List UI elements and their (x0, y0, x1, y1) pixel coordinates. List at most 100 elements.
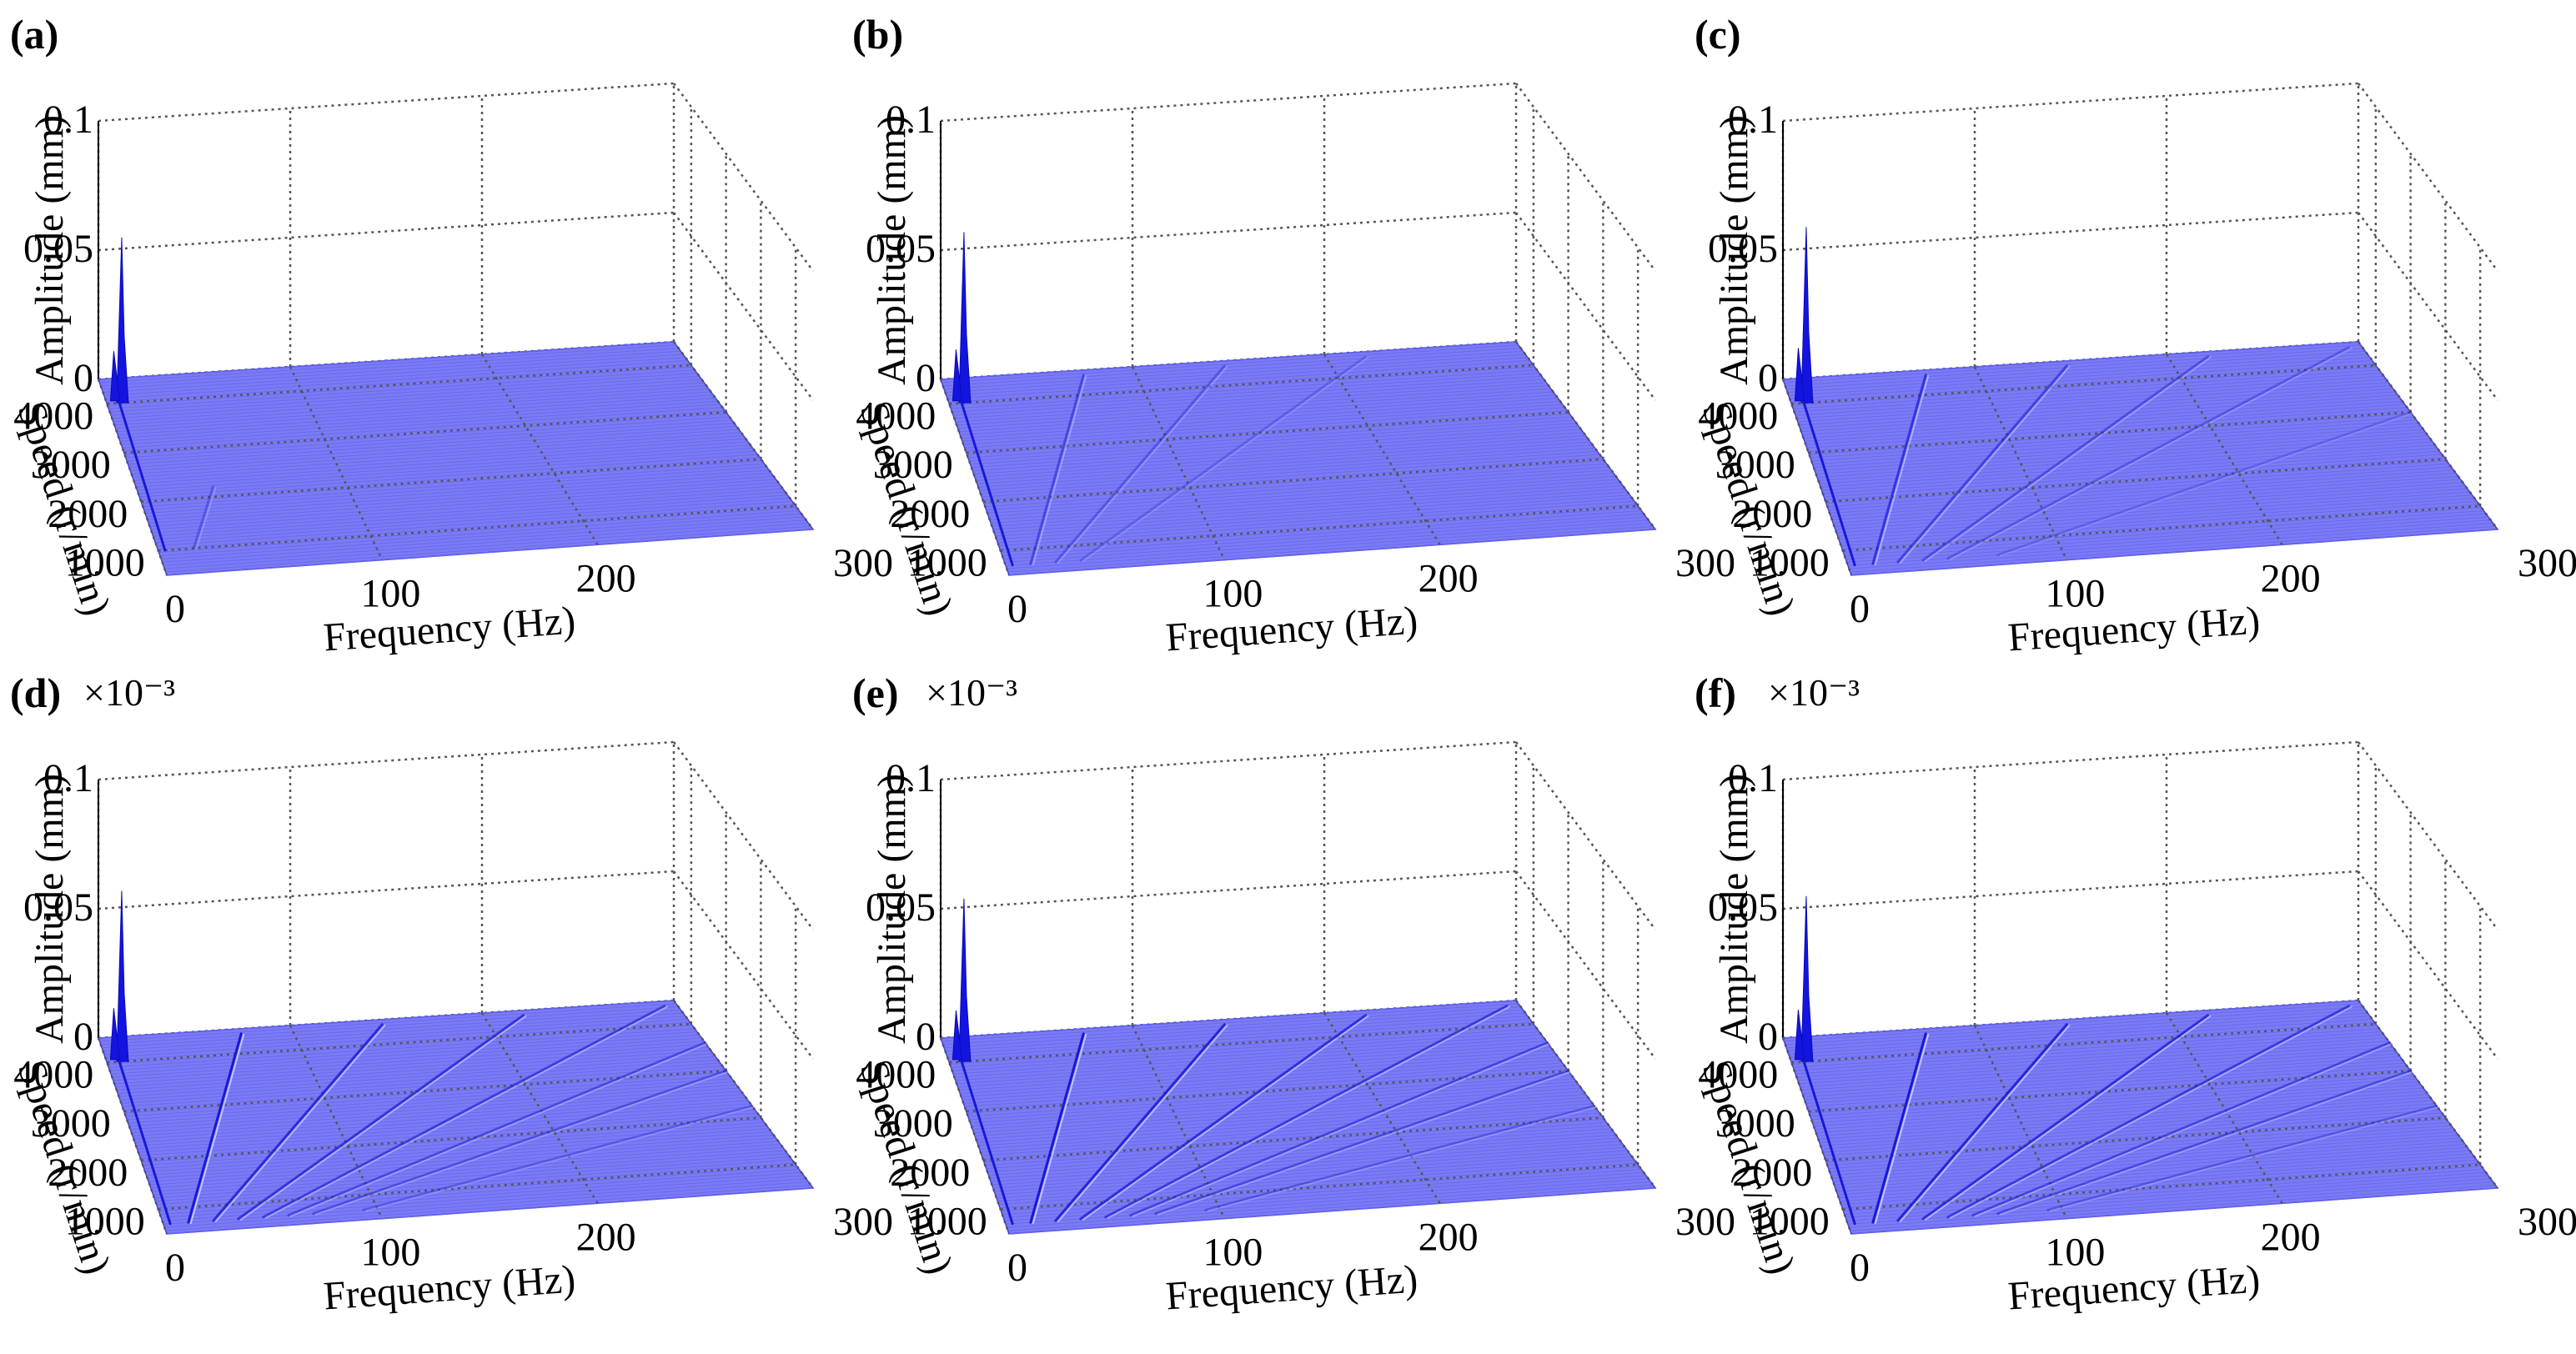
order-ridge-highlight-6 (314, 1071, 730, 1216)
right-wall-grid-z-1 (2357, 212, 2499, 401)
order-ridge-3 (237, 1014, 525, 1221)
surface-mesh-line (165, 525, 811, 573)
surface-mesh-line (1850, 1187, 2498, 1235)
surface-mesh-line (949, 366, 1535, 406)
surface-mesh-line (960, 394, 1556, 436)
x-tick-label: 0 (1850, 587, 1870, 631)
surface-mesh-line (1790, 1019, 2373, 1058)
surface-mesh-line (946, 1016, 1528, 1056)
surface-mesh-line (1847, 519, 2491, 566)
surface-mesh-line (123, 410, 726, 452)
surface-mesh-line (119, 1059, 718, 1101)
floor-grid-x-3 (1514, 1000, 1657, 1189)
order-ridge-highlight-6 (1999, 1071, 2414, 1216)
y-tick-label: 2000 (890, 1151, 970, 1195)
surface-mesh-line (138, 450, 756, 494)
x-tick-label: 300 (1675, 541, 1735, 585)
y-tick-label: 2000 (48, 1151, 128, 1195)
surface-mesh-line (1809, 1071, 2413, 1114)
y-tick-label: 3000 (31, 443, 111, 487)
surface-mesh-line (1005, 1178, 1649, 1225)
y-tick-label: 4000 (1698, 1052, 1778, 1096)
surface-mesh-line (114, 385, 706, 426)
surface-mesh-line (1799, 385, 2391, 426)
exponent-label: ×10⁻³ (1768, 671, 1860, 714)
low-frequency-edge-ridge (118, 401, 167, 552)
surface-mesh-line (1797, 1041, 2389, 1081)
surface-mesh-line (992, 1144, 1624, 1189)
surface-mesh-line (1834, 482, 2463, 527)
surface-mesh-line (945, 354, 1526, 394)
z-tick-label: 0.1 (1728, 98, 1778, 142)
surface-mesh-line (102, 350, 681, 390)
surface-mesh-line (995, 1150, 1628, 1196)
surface-mesh-line (1001, 507, 1640, 554)
surface-mesh-line (1829, 1128, 2454, 1173)
surface-mesh-line (161, 513, 802, 559)
x-tick-label: 100 (360, 1231, 420, 1275)
back-wall-grid-z-1 (98, 211, 675, 252)
order-ridge-highlight-1 (1032, 1033, 1087, 1225)
surface-mesh-line (1812, 1081, 2419, 1124)
surface-mesh-line (166, 1187, 814, 1235)
z-axis-title: Amplitude (mm) (1712, 774, 1756, 1044)
y-tick-label: 1000 (65, 1200, 145, 1244)
surface-mesh-line (158, 507, 797, 554)
y-tick-label: 2000 (1732, 1151, 1812, 1195)
surface-mesh-line (987, 469, 1612, 514)
order-ridge-highlight-2 (1057, 365, 1228, 564)
surface-mesh-line (1813, 1084, 2422, 1127)
order-ridge-2 (1054, 364, 1226, 564)
surface-mesh-line (165, 1184, 811, 1231)
low-frequency-edge-ridge (118, 1060, 172, 1226)
surface-mesh-line (1847, 1178, 2491, 1225)
y-tick-label: 3000 (1715, 443, 1795, 487)
z-tick-label: 0 (73, 356, 93, 400)
y-tick-label: 1000 (1750, 541, 1830, 585)
surface-mesh-line (971, 1084, 1579, 1127)
surface-mesh-line (155, 498, 791, 544)
surface-mesh-line (1825, 1116, 2445, 1160)
surface-mesh-line (121, 1062, 721, 1104)
surface-mesh-line (163, 1178, 806, 1225)
order-ridge-3 (1921, 1014, 2210, 1221)
order-ridge-2 (1054, 1023, 1226, 1222)
surface-mesh-line (108, 369, 695, 409)
surface-mesh-line (1850, 529, 2498, 576)
surface-mesh-line (143, 466, 767, 511)
surface-mesh-line (1844, 510, 2484, 556)
surface-mesh-line (1830, 1131, 2456, 1176)
z-tick-label: 0.1 (1728, 756, 1778, 800)
panel-label: (b) (852, 11, 903, 58)
z-tick-label: 0.1 (886, 98, 936, 142)
order-ridge-8 (2046, 1105, 2438, 1211)
surface-mesh-line (1001, 1166, 1640, 1212)
surface-mesh-line (156, 500, 792, 547)
surface-mesh-line (1794, 373, 2382, 413)
low-frequency-edge-ridge (1802, 401, 1856, 567)
z-axis-title: Amplitude (mm) (28, 115, 72, 385)
surface-mesh-line (144, 469, 770, 514)
back-wall-grid-z-2 (98, 82, 675, 123)
floor-grid-x-3 (672, 341, 815, 530)
surface-mesh-line (1820, 444, 2435, 488)
surface-mesh-line (143, 463, 765, 508)
surface-mesh-line (989, 475, 1616, 520)
surface-mesh-line (139, 454, 758, 498)
surface-mesh-line (141, 460, 762, 504)
surface-mesh-line (997, 498, 1633, 544)
surface-mesh-line (978, 444, 1593, 488)
order-ridge-highlight-3 (239, 1015, 527, 1221)
surface-mesh-line (969, 419, 1574, 462)
surface-mesh-line (1827, 1121, 2449, 1166)
order-ridge-1 (1871, 374, 1927, 565)
surface-mesh-line (1802, 1053, 2398, 1095)
y-tick-label: 2000 (1732, 492, 1812, 536)
order-ridge-3 (1079, 355, 1368, 562)
surface-mesh-line (131, 1091, 741, 1134)
surface-mesh-line (1810, 1075, 2414, 1117)
surface-mesh-line (1831, 1134, 2458, 1179)
surface-mesh-line (159, 1169, 800, 1215)
floor-grid-x-3 (672, 1000, 815, 1189)
